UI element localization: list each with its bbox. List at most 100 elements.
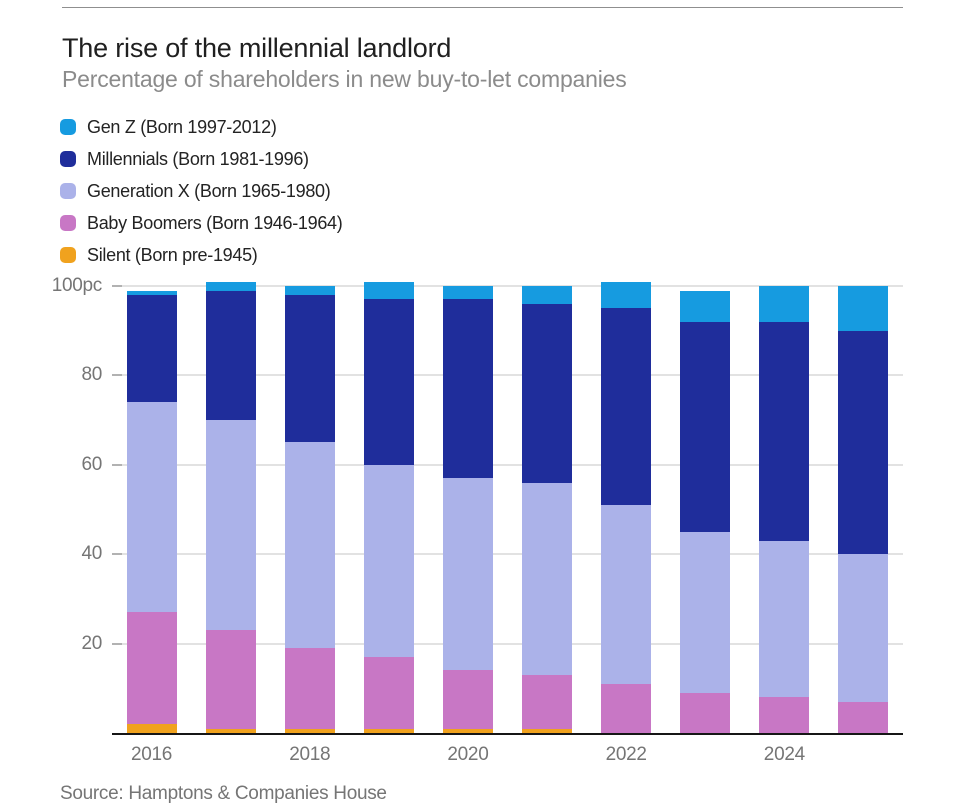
bar-slot-2020	[428, 286, 507, 733]
y-axis-label-20: 20	[81, 632, 102, 654]
bar-segment	[759, 540, 810, 698]
bar-segment	[442, 478, 493, 671]
x-axis-label-2016: 2016	[131, 744, 173, 765]
bar-segment	[126, 294, 177, 403]
bar-segment	[838, 330, 889, 555]
y-axis-label-80: 80	[81, 364, 102, 386]
gridline-100	[112, 285, 903, 287]
y-tick-80	[112, 374, 122, 377]
legend-swatch-gen-z	[60, 119, 76, 135]
bar-segment	[126, 402, 177, 613]
legend-swatch-millennials	[60, 151, 76, 167]
legend-item-gen-x: Generation X (Born 1965-1980)	[60, 175, 342, 207]
legend-item-baby-boomers: Baby Boomers (Born 1946-1964)	[60, 207, 343, 239]
bar-segment	[126, 290, 177, 295]
bar-segment	[522, 674, 573, 729]
bar-2021	[522, 286, 573, 733]
bar-2024	[759, 286, 810, 733]
legend-label: Gen Z (Born 1997-2012)	[87, 116, 277, 137]
x-axis-label-2018: 2018	[289, 744, 331, 765]
x-axis-line	[112, 733, 903, 735]
bar-segment	[522, 728, 573, 733]
bar-segment	[126, 724, 177, 733]
bar-segment	[601, 683, 652, 733]
bar-slot-2019	[349, 281, 428, 733]
page-title: The rise of the millennial landlord	[62, 33, 452, 64]
bar-segment	[284, 728, 335, 733]
bar-segment	[363, 281, 414, 300]
plot-area	[112, 281, 903, 735]
bar-2020	[442, 286, 493, 733]
bar-segment	[680, 290, 731, 322]
bar-segment	[680, 692, 731, 733]
bar-segment	[284, 286, 335, 295]
bar-segment	[363, 728, 414, 733]
top-divider	[62, 7, 903, 8]
bar-segment	[759, 321, 810, 541]
y-tick-100	[112, 285, 122, 287]
legend-label: Baby Boomers (Born 1946-1964)	[87, 212, 343, 233]
bar-slot-2018	[270, 286, 349, 733]
legend-item-millennials: Millennials (Born 1981-1996)	[60, 143, 342, 175]
x-axis-label-2022: 2022	[605, 744, 647, 765]
y-tick-20	[112, 642, 122, 645]
y-tick-40	[112, 553, 122, 556]
chart-legend: Gen Z (Born 1997-2012) Millennials (Born …	[60, 111, 343, 271]
bar-segment	[680, 531, 731, 693]
gridline-80	[112, 374, 903, 377]
bar-segment	[601, 505, 652, 684]
y-axis-label-40: 40	[81, 543, 102, 565]
legend-swatch-gen-x	[60, 183, 76, 199]
gridline-20	[112, 642, 903, 645]
source-note: Source: Hamptons & Companies House	[60, 783, 387, 804]
bar-segment	[522, 482, 573, 675]
bar-slot-2021	[507, 286, 586, 733]
bar-2025	[838, 286, 889, 733]
bar-segment	[363, 299, 414, 465]
bar-segment	[442, 299, 493, 479]
bar-slot-2024	[745, 286, 824, 733]
legend-swatch-silent	[60, 247, 76, 263]
bar-segment	[363, 464, 414, 658]
bar-2019	[363, 281, 414, 733]
y-axis-label-100: 100pc	[51, 275, 103, 296]
bar-segment	[205, 290, 256, 421]
bar-slot-2023	[666, 286, 745, 733]
bar-2022	[601, 281, 652, 733]
bar-segment	[759, 286, 810, 322]
legend-swatch-baby-boomers	[60, 215, 76, 231]
bar-segment	[759, 697, 810, 733]
bar-segment	[838, 286, 889, 331]
y-axis-label-60: 60	[81, 453, 102, 475]
bar-segment	[442, 728, 493, 733]
y-axis-labels: 20 40 60 80 100pc	[0, 0, 103, 810]
x-axis-label-2024: 2024	[763, 744, 805, 765]
bar-segment	[601, 308, 652, 506]
bar-segment	[838, 554, 889, 702]
bar-slot-2022	[587, 281, 666, 733]
gridline-40	[112, 553, 903, 556]
bar-segment	[522, 303, 573, 483]
gridline-60	[112, 463, 903, 466]
bar-slot-2025	[824, 286, 903, 733]
bar-segment	[284, 648, 335, 729]
legend-label: Generation X (Born 1965-1980)	[87, 180, 331, 201]
bar-segment	[284, 294, 335, 443]
bar-2016	[126, 286, 177, 733]
y-tick-60	[112, 463, 122, 466]
x-axis-label-2020: 2020	[447, 744, 489, 765]
bars-container	[112, 281, 903, 733]
bar-segment	[838, 701, 889, 733]
bar-2017	[205, 281, 256, 733]
legend-item-gen-z: Gen Z (Born 1997-2012)	[60, 111, 342, 143]
bar-segment	[522, 286, 573, 304]
legend-item-silent: Silent (Born pre-1945)	[60, 239, 342, 271]
bar-2023	[680, 286, 731, 733]
bar-segment	[205, 728, 256, 733]
x-axis-labels: 2016 2018 2020 2022 2024	[112, 744, 903, 768]
bar-2018	[284, 286, 335, 733]
bar-segment	[363, 657, 414, 729]
bar-slot-2017	[191, 281, 270, 733]
bar-segment	[284, 442, 335, 649]
legend-label: Millennials (Born 1981-1996)	[87, 148, 309, 169]
